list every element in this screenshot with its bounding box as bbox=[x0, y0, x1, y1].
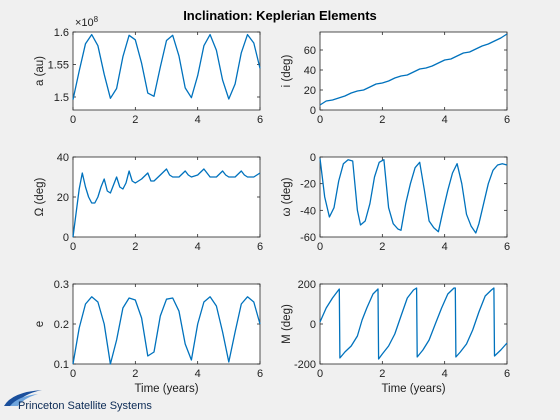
subplot-3: 0 2 4 6 0 20 40 Ω (deg) bbox=[34, 152, 263, 253]
x-tick-label: 2 bbox=[379, 114, 385, 126]
y-tick-label: -60 bbox=[300, 232, 316, 244]
x-tick-label: 4 bbox=[195, 368, 201, 380]
subplot-5: 0 2 4 6 0.1 0.2 0.3 e Time (years) bbox=[34, 279, 263, 395]
x-tick-label: 4 bbox=[442, 368, 448, 380]
x-tick-label: 0 bbox=[70, 114, 76, 126]
plot-area bbox=[319, 283, 508, 365]
y-tick-label: 0 bbox=[63, 232, 69, 244]
x-axis-label: Time (years) bbox=[134, 383, 198, 395]
x-tick-label: 0 bbox=[317, 368, 323, 380]
y-tick-label: 0 bbox=[310, 319, 316, 331]
y-tick-label: 0.2 bbox=[54, 319, 69, 331]
plot-area bbox=[72, 31, 261, 111]
x-tick-label: 4 bbox=[442, 114, 448, 126]
y-tick-label: 0 bbox=[310, 152, 316, 164]
y-tick-label: 40 bbox=[304, 65, 316, 77]
x-tick-label: 6 bbox=[504, 368, 510, 380]
x-tick-label: 2 bbox=[132, 241, 138, 253]
y-tick-label: 1.5 bbox=[54, 92, 69, 104]
plot-area bbox=[319, 156, 508, 238]
x-tick-label: 2 bbox=[379, 368, 385, 380]
x-axis-label: Time (years) bbox=[381, 383, 445, 395]
y-tick-label: 20 bbox=[57, 192, 69, 204]
x-tick-label: 4 bbox=[442, 241, 448, 253]
series-line bbox=[72, 168, 261, 238]
x-tick-label: 0 bbox=[317, 114, 323, 126]
y-tick-label: 20 bbox=[304, 85, 316, 97]
x-tick-label: 0 bbox=[317, 241, 323, 253]
x-tick-label: 2 bbox=[132, 114, 138, 126]
y-tick-label: 40 bbox=[57, 152, 69, 164]
y-tick-label: 0 bbox=[310, 105, 316, 117]
x-tick-label: 4 bbox=[195, 114, 201, 126]
x-tick-label: 2 bbox=[379, 241, 385, 253]
plot-area bbox=[72, 283, 261, 365]
y-tick-label: -200 bbox=[294, 359, 316, 371]
series-line bbox=[319, 158, 508, 234]
subplot-4: 0 2 4 6 -60 -40 -20 0 ω (deg) bbox=[281, 152, 510, 253]
series-line bbox=[319, 287, 508, 360]
x-tick-label: 0 bbox=[70, 241, 76, 253]
logo-text: Princeton Satellite Systems bbox=[18, 400, 152, 412]
figure-title: Inclination: Keplerian Elements bbox=[183, 8, 377, 23]
x-tick-label: 6 bbox=[257, 241, 263, 253]
y-axis-exponent: ×108 bbox=[75, 15, 99, 29]
x-tick-label: 0 bbox=[70, 368, 76, 380]
x-tick-label: 6 bbox=[504, 241, 510, 253]
y-tick-label: 0.3 bbox=[54, 279, 69, 291]
y-axis-label: a (au) bbox=[34, 56, 46, 86]
pss-logo-icon bbox=[4, 390, 42, 406]
plot-area bbox=[319, 31, 508, 111]
y-tick-label: -20 bbox=[300, 179, 316, 191]
y-axis-label: ω (deg) bbox=[281, 177, 293, 216]
series-line bbox=[72, 296, 261, 365]
x-tick-label: 2 bbox=[132, 368, 138, 380]
y-tick-label: 1.55 bbox=[48, 60, 69, 72]
subplot-1: 0 2 4 6 1.5 1.55 1.6 ×108 a (au) bbox=[34, 15, 263, 126]
y-axis-label: Ω (deg) bbox=[34, 178, 46, 217]
y-axis-label: i (deg) bbox=[281, 55, 293, 88]
y-tick-label: 200 bbox=[298, 279, 316, 291]
y-axis-label: M (deg) bbox=[281, 304, 293, 344]
y-tick-label: 0.1 bbox=[54, 359, 69, 371]
series-line bbox=[319, 33, 508, 106]
y-axis-label: e bbox=[34, 321, 46, 327]
x-tick-label: 6 bbox=[257, 368, 263, 380]
x-tick-label: 6 bbox=[257, 114, 263, 126]
x-tick-label: 6 bbox=[504, 114, 510, 126]
y-tick-label: 60 bbox=[304, 45, 316, 57]
y-tick-label: 1.6 bbox=[54, 27, 69, 39]
x-tick-label: 4 bbox=[195, 241, 201, 253]
y-tick-label: -40 bbox=[300, 205, 316, 217]
series-line bbox=[72, 33, 261, 100]
